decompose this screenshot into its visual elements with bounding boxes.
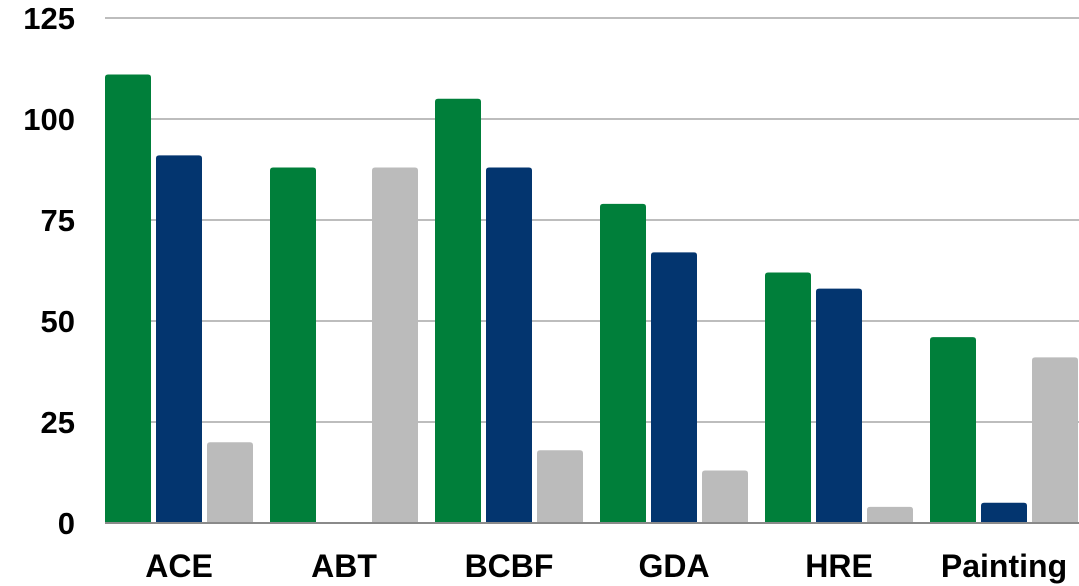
bar-painting-series-1: [930, 337, 976, 523]
bar-gda-series-2: [651, 252, 697, 523]
y-tick-label: 0: [58, 506, 75, 541]
y-tick-label: 25: [41, 405, 75, 440]
bar-bcbf-series-1: [435, 98, 481, 524]
bar-ace-series-2: [156, 155, 202, 524]
x-category-label: Painting: [941, 548, 1067, 584]
x-category-label: GDA: [638, 548, 709, 584]
bar-gda-series-1: [600, 203, 646, 523]
bar-gda-series-3: [702, 470, 748, 523]
bar-hre-series-3: [867, 506, 913, 523]
bar-ace-series-1: [105, 74, 151, 523]
x-category-label: HRE: [805, 548, 873, 584]
bar-bcbf-series-2: [486, 167, 532, 524]
y-tick-label: 50: [41, 304, 75, 339]
bar-painting-series-3: [1032, 357, 1078, 523]
bar-painting-series-2: [981, 502, 1027, 523]
x-category-label: BCBF: [465, 548, 554, 584]
x-category-label: ABT: [311, 548, 377, 584]
bars: [105, 74, 1078, 524]
x-category-label: ACE: [145, 548, 213, 584]
bar-bcbf-series-3: [537, 450, 583, 523]
bar-abt-series-1: [270, 167, 316, 524]
bar-ace-series-3: [207, 442, 253, 523]
y-tick-label: 125: [23, 1, 75, 36]
y-tick-label: 75: [41, 203, 75, 238]
bar-hre-series-2: [816, 288, 862, 523]
y-tick-label: 100: [23, 102, 75, 137]
bar-hre-series-1: [765, 272, 811, 523]
bar-abt-series-3: [372, 167, 418, 524]
x-axis-categories: ACE ABT BCBF GDA HRE Painting: [145, 548, 1067, 584]
y-axis-ticks: 0 25 50 75 100 125: [23, 1, 75, 541]
gridlines: [105, 17, 1079, 423]
